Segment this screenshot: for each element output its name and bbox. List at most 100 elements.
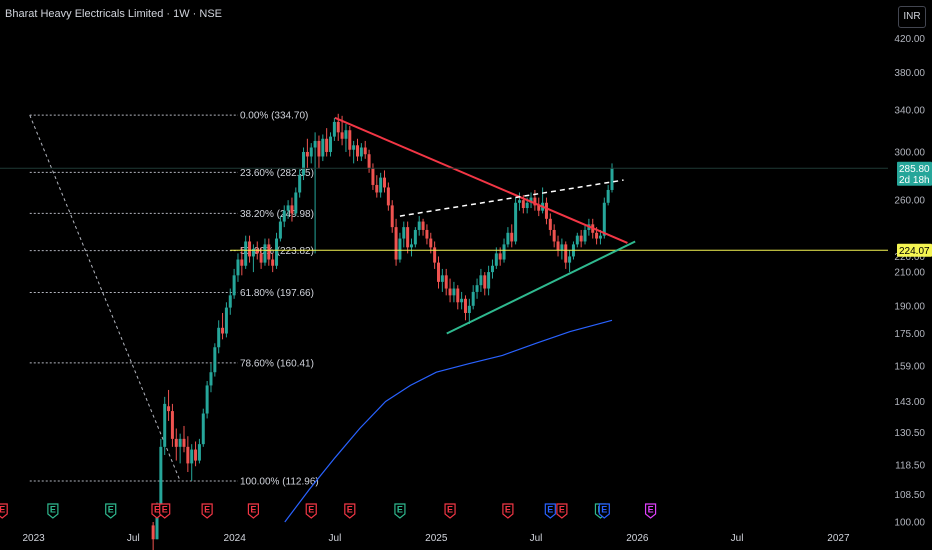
candle <box>190 444 194 481</box>
candle-body <box>421 221 425 230</box>
candle <box>409 238 413 257</box>
candle <box>533 189 537 211</box>
candle <box>248 235 252 263</box>
time-tick-label: 2024 <box>224 533 247 544</box>
candle-body <box>205 385 209 414</box>
event-letter: E <box>0 505 5 515</box>
candle <box>575 232 579 248</box>
price-tag-countdown: 2d 18h <box>899 175 930 186</box>
candle <box>170 403 174 447</box>
candle <box>317 135 321 169</box>
candle <box>352 140 356 164</box>
candle <box>367 149 371 173</box>
time-tick-label: Jul <box>731 533 744 544</box>
candle-body <box>398 238 402 260</box>
moving-average <box>284 319 613 523</box>
candle <box>259 247 263 269</box>
candle <box>579 229 583 248</box>
candle <box>544 197 548 225</box>
candle-body <box>471 291 475 306</box>
event-badge <box>344 503 356 519</box>
candle-body <box>483 275 487 289</box>
candle <box>213 343 217 377</box>
event-letter: E <box>447 505 453 515</box>
candle-body <box>479 275 483 286</box>
candle-body <box>267 244 271 260</box>
candle <box>425 224 429 245</box>
candle-body <box>232 275 236 296</box>
candle-body <box>394 227 398 260</box>
event-badge <box>201 503 213 519</box>
candle-body <box>583 229 587 242</box>
candle <box>386 182 390 211</box>
candle <box>433 241 437 269</box>
candle-body <box>456 288 460 303</box>
event-letter: E <box>601 505 607 515</box>
candle-body <box>413 229 417 245</box>
candle <box>313 132 317 254</box>
price-tick-label: 175.00 <box>894 329 925 340</box>
candle <box>394 218 398 266</box>
price-tag-value: 224.07 <box>899 246 930 257</box>
candle <box>232 268 236 299</box>
candle-body <box>298 175 302 193</box>
candle-body <box>329 136 333 152</box>
candle-body <box>340 132 344 139</box>
event-badge <box>644 503 657 519</box>
candle-body <box>290 205 294 214</box>
currency-button[interactable]: INR <box>898 6 926 28</box>
candle-body <box>463 298 467 313</box>
fib-level-label: 78.60% (160.41) <box>240 358 314 369</box>
candle <box>506 227 510 248</box>
candle-body <box>155 508 159 540</box>
candle-body <box>317 140 321 157</box>
earnings-event-marker: E <box>544 503 556 519</box>
candle-body <box>167 406 171 412</box>
candle-body <box>186 446 190 464</box>
candle-body <box>209 372 213 386</box>
candle-body <box>363 147 367 155</box>
candle-body <box>244 241 248 266</box>
candle <box>460 291 464 310</box>
candle <box>167 389 171 421</box>
candle <box>390 200 394 233</box>
event-letter: E <box>308 505 314 515</box>
trendlines <box>0 116 888 335</box>
time-tick-label: Jul <box>329 533 342 544</box>
time-axis: 2023 Jul 2024 Jul 2025 Jul 2026 Jul 2027 <box>22 533 850 544</box>
earnings-event-marker: E <box>344 503 356 519</box>
event-markers: EEEEEEEEEEEEEEEEE <box>0 503 657 519</box>
time-tick-label: 2023 <box>22 533 45 544</box>
candle <box>483 272 487 296</box>
level-price-tag: 224.07 <box>897 243 932 257</box>
event-letter: E <box>250 505 256 515</box>
candle-body <box>356 145 360 157</box>
candle <box>275 232 279 269</box>
candle <box>406 221 410 254</box>
candle-body <box>286 205 290 211</box>
earnings-event-marker: E <box>394 503 406 519</box>
candle-body <box>506 232 510 245</box>
candle <box>514 197 518 245</box>
earnings-event-marker: E <box>598 503 610 519</box>
candle <box>240 247 244 276</box>
candle-body <box>537 205 541 211</box>
candle-body <box>521 200 525 209</box>
candle-body <box>228 295 232 308</box>
candle <box>344 123 348 152</box>
candle <box>286 200 290 219</box>
candle-body <box>429 238 433 248</box>
candle-body <box>548 218 552 230</box>
candle <box>494 247 498 269</box>
candle <box>271 253 275 273</box>
candle-body <box>344 130 348 139</box>
candle <box>236 253 240 282</box>
candle <box>278 216 282 242</box>
candle <box>541 187 545 214</box>
fib-level-label: 0.00% (334.70) <box>240 111 308 122</box>
candle-body <box>433 247 437 263</box>
candle <box>359 143 363 162</box>
candle-body <box>221 327 225 334</box>
